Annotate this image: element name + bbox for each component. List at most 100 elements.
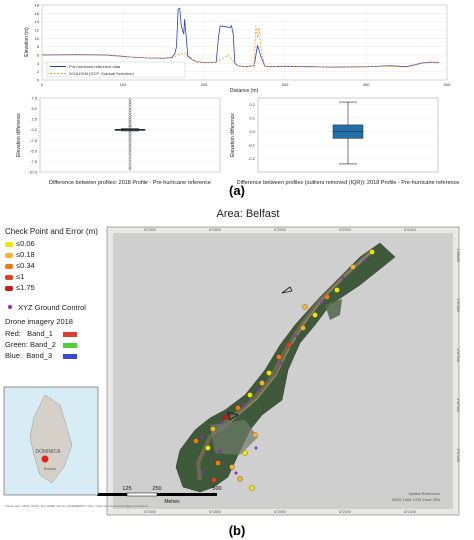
check-point-marker [266,370,272,376]
crs-text-2: WGS 1984 UTM Zone 20N [392,497,440,502]
map-title: Area: Belfast [217,208,280,220]
inset-city: Roseau [44,467,56,471]
check-point-marker [223,414,229,420]
check-point-marker [215,460,221,466]
inset-country: DOMINICA [36,449,62,455]
boxplot-1-outlier [128,137,132,141]
boxplot-1-outlier [128,98,132,101]
map-bottom-tick: 672000 [274,510,286,514]
check-point-marker [242,450,248,456]
boxplot-1-outlier [128,125,132,129]
map-bottom-tick: 671600 [144,510,156,514]
check-point-marker [300,325,306,331]
drone-imagery [175,242,396,493]
line-ytick-label: 18 [35,3,40,8]
legend-error-class: ≤1 [5,272,24,281]
check-point-marker [235,405,241,411]
panel-a-charts: 0 2 4 6 8 10 12 14 16 18 0 100 200 300 400 500 Elevati… [16,3,459,187]
panel-b-map: Area: Belfast 671600 671600 671800 671800 67… [0,205,474,520]
boxplot-1-outlier [128,159,132,163]
boxplot-2-ylabel: Elevation difference [230,113,236,157]
boxplot-1-ytick-label: -10.0 [28,170,38,175]
boxplot-1-outlier [128,135,132,139]
boxplot-2-ytick-label: 0.2 [249,102,255,107]
line-ytick-label: 6 [37,53,40,58]
gcp-marker [363,258,367,262]
gcp-icon [8,305,12,309]
line-xtick-label: 500 [444,82,451,87]
line-ytick-label: 14 [35,19,40,24]
error-class-label: ≤1.75 [16,283,35,292]
boxplot-1-ytick-label: -5.0 [30,148,38,153]
line-xtick-label: 200 [201,82,208,87]
boxplot-1-outlier [128,146,132,149]
boxplot-1: 7.5 5.0 2.5 0.0 -2.5 -5.0 -7.5 -10.0 Elevation … [16,96,221,186]
check-point-marker [249,485,255,491]
gcp-marker [279,361,283,365]
boxplot-1-outlier [128,148,132,152]
boxplot-2-ytick-label: -0.2 [248,156,256,161]
line-xtick-label: 300 [282,82,289,87]
boxplot-1-ylabel: Elevation difference [16,113,22,157]
gcp-marker [242,403,246,407]
map-right-tick: 1708000 [456,248,460,262]
map-right-tick: 1707400 [456,398,460,412]
check-point-marker [205,445,211,451]
boxplot-1-outlier [128,153,132,157]
boxplot-1-outlier [128,167,132,171]
gcp-marker [200,435,204,439]
map-bottom-tick: 672200 [339,510,351,514]
legend-title: Check Point and Error (m) [5,227,98,236]
boxplot-1-outlier [128,116,132,119]
line-ytick-label: 16 [35,11,40,16]
line-ytick-label: 10 [35,36,40,41]
boxplot-1-outlier [128,144,132,147]
map-figure: Area: Belfast 671600 671600 671800 671800 67… [3,208,460,516]
line-xtick-label: 400 [363,82,370,87]
line-ytick-label: 4 [37,61,40,66]
boxplot-1-xlabel: Difference between profiles: 2018 Profil… [49,180,211,186]
gcp-marker [220,421,224,425]
check-point-marker [259,380,265,386]
inset-location-marker [41,455,49,463]
map-right-tick: 1707800 [456,298,460,312]
check-point-marker [302,304,308,310]
direction-arrow-icon [227,411,239,421]
map-right-tick: 1707200 [456,448,460,462]
panel-a-label: (a) [229,183,245,198]
boxplot-2-ytick-label: 0.1 [249,116,255,121]
line-series-reference [41,7,439,68]
map-top-tick: 672000 [274,228,286,232]
boxplot-2: 0.2 0.1 0.0 -0.1 -0.2 Elevation difference D… [230,97,459,186]
gcp-marker [257,388,261,392]
error-class-label: ≤0.06 [16,239,35,248]
legend-gcp: XYZ Ground Control [5,303,86,312]
band-label: Green: Band_2 [5,340,56,349]
boxplot-1-outlier [128,100,132,104]
check-point-marker [350,264,356,270]
check-point-marker [211,477,217,483]
line-ytick-label: 2 [37,69,40,74]
map-top-tick: 672400 [404,228,416,232]
boxplot-1-outlier [128,165,132,169]
check-points [193,249,375,491]
source-text: Source: Esri, USGS, NOAA, Esri, HERE, Ga… [5,504,149,508]
line-ytick-label: 8 [37,44,40,49]
crs-text-1: Spatial Reference [408,491,441,496]
line-chart: 0 2 4 6 8 10 12 14 16 18 0 100 200 300 400 500 Elevati… [24,3,451,95]
map-bottom-tick: 671800 [209,510,221,514]
boxplot-1-outlier [128,151,132,154]
legend-gcp-label: XYZ Ground Control [18,303,86,312]
scale-unit: Metres [164,499,180,505]
line-ytick-label: 0 [37,78,40,83]
scale-tick-label: 500 [212,486,221,492]
check-point-marker [286,342,292,348]
check-point-marker [210,426,216,432]
panel-b-label: (b) [228,523,246,538]
legend-label-reference: Pre-hurricane reference data [69,64,121,69]
check-point-marker [276,354,282,360]
band-swatch [63,342,77,348]
boxplot-1-outlier [128,156,132,160]
map-top-tick: 671600 [144,228,156,232]
legend-imagery-title: Drone imagery 2018 [5,317,73,326]
